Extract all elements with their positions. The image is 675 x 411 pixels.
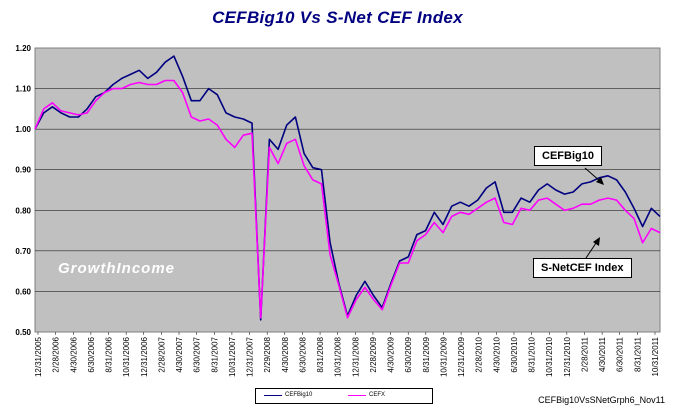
x-tick-label: 6/30/2007 bbox=[193, 336, 202, 372]
x-tick-label: 4/30/2009 bbox=[387, 336, 396, 372]
chart-legend: CEFBig10 CEFX bbox=[255, 388, 433, 404]
x-tick-label: 6/30/2006 bbox=[87, 336, 96, 372]
x-tick-label: 2/28/2006 bbox=[52, 336, 61, 372]
legend-label-cefx: CEFX bbox=[369, 392, 386, 398]
x-tick-label: 10/31/2008 bbox=[334, 336, 343, 377]
y-tick-label: 0.60 bbox=[15, 287, 31, 296]
x-tick-label: 8/31/2010 bbox=[528, 336, 537, 372]
legend-item-cefx: CEFX bbox=[348, 392, 385, 400]
x-tick-label: 8/31/2007 bbox=[210, 336, 219, 372]
y-tick-label: 0.70 bbox=[15, 247, 31, 256]
series-line-cefx bbox=[34, 79, 661, 319]
x-tick-label: 12/31/2008 bbox=[351, 336, 360, 377]
x-tick-label: 4/30/2006 bbox=[69, 336, 78, 372]
x-tick-label: 6/30/2010 bbox=[510, 336, 519, 372]
x-tick-label: 12/31/2010 bbox=[563, 336, 572, 377]
series-lines bbox=[34, 55, 661, 321]
x-tick-label: 8/31/2006 bbox=[105, 336, 114, 372]
cefbig10-callout: CEFBig10 bbox=[534, 146, 602, 166]
y-tick-label: 1.10 bbox=[15, 85, 31, 94]
x-tick-label: 10/31/2009 bbox=[439, 336, 448, 377]
cefbig10-arrow-shaft bbox=[584, 167, 602, 183]
callout-arrows bbox=[584, 167, 604, 259]
x-tick-label: 10/31/2007 bbox=[228, 336, 237, 377]
x-tick-label: 8/31/2008 bbox=[316, 336, 325, 372]
x-tick-label: 12/31/2005 bbox=[34, 336, 43, 377]
x-tick-label: 2/28/2009 bbox=[369, 336, 378, 372]
x-tick-label: 6/30/2009 bbox=[404, 336, 413, 372]
snet-arrow-head bbox=[593, 237, 600, 246]
chart-title: CEFBig10 Vs S-Net CEF Index bbox=[212, 8, 463, 27]
x-tick-label: 2/28/2011 bbox=[580, 336, 589, 372]
legend-item-cefbig10: CEFBig10 bbox=[264, 392, 312, 400]
x-tick-label: 2/29/2008 bbox=[263, 336, 272, 372]
chart-footnote: CEFBig10VsSNetGrph6_Nov11 bbox=[538, 395, 665, 405]
watermark-text: GrowthIncome bbox=[58, 260, 176, 277]
x-tick-label: 8/31/2011 bbox=[633, 336, 642, 372]
gridlines bbox=[35, 88, 660, 292]
y-tick-label: 0.50 bbox=[15, 328, 31, 337]
y-axis-ticks: 0.50 0.60 0.70 0.80 0.90 1.00 1.10 1.20 bbox=[15, 44, 31, 337]
x-tick-label: 10/31/2006 bbox=[122, 336, 131, 377]
x-tick-label: 4/30/2007 bbox=[175, 336, 184, 372]
y-tick-label: 0.90 bbox=[15, 166, 31, 175]
x-tick-label: 12/31/2006 bbox=[140, 336, 149, 377]
x-tick-label: 12/31/2009 bbox=[457, 336, 466, 377]
legend-swatch-cefbig10 bbox=[264, 394, 282, 396]
y-tick-label: 1.00 bbox=[15, 125, 31, 134]
x-tick-label: 4/30/2011 bbox=[598, 336, 607, 372]
x-tick-label: 6/30/2008 bbox=[298, 336, 307, 372]
x-tick-label: 4/30/2010 bbox=[492, 336, 501, 372]
y-tick-label: 1.20 bbox=[15, 44, 31, 53]
x-tick-label: 6/30/2011 bbox=[616, 336, 625, 372]
x-axis-ticks: 12/31/2005 2/28/2006 4/30/2006 6/30/2006 8/3… bbox=[34, 332, 660, 377]
plot-area bbox=[34, 47, 661, 333]
x-tick-label: 8/31/2009 bbox=[422, 336, 431, 372]
x-tick-label: 2/28/2007 bbox=[157, 336, 166, 372]
legend-swatch-cefx bbox=[348, 394, 366, 396]
x-tick-label: 4/30/2008 bbox=[281, 336, 290, 372]
x-tick-label: 12/31/2007 bbox=[246, 336, 255, 377]
x-tick-label: 2/28/2010 bbox=[475, 336, 484, 372]
cefbig10-arrow-head bbox=[596, 177, 604, 185]
legend-label-cefbig10: CEFBig10 bbox=[285, 392, 313, 398]
x-tick-label: 10/31/2010 bbox=[545, 336, 554, 377]
y-tick-label: 0.80 bbox=[15, 206, 31, 215]
snet-cef-callout: S-NetCEF Index bbox=[533, 258, 632, 278]
x-tick-label: 10/31/2011 bbox=[651, 336, 660, 376]
